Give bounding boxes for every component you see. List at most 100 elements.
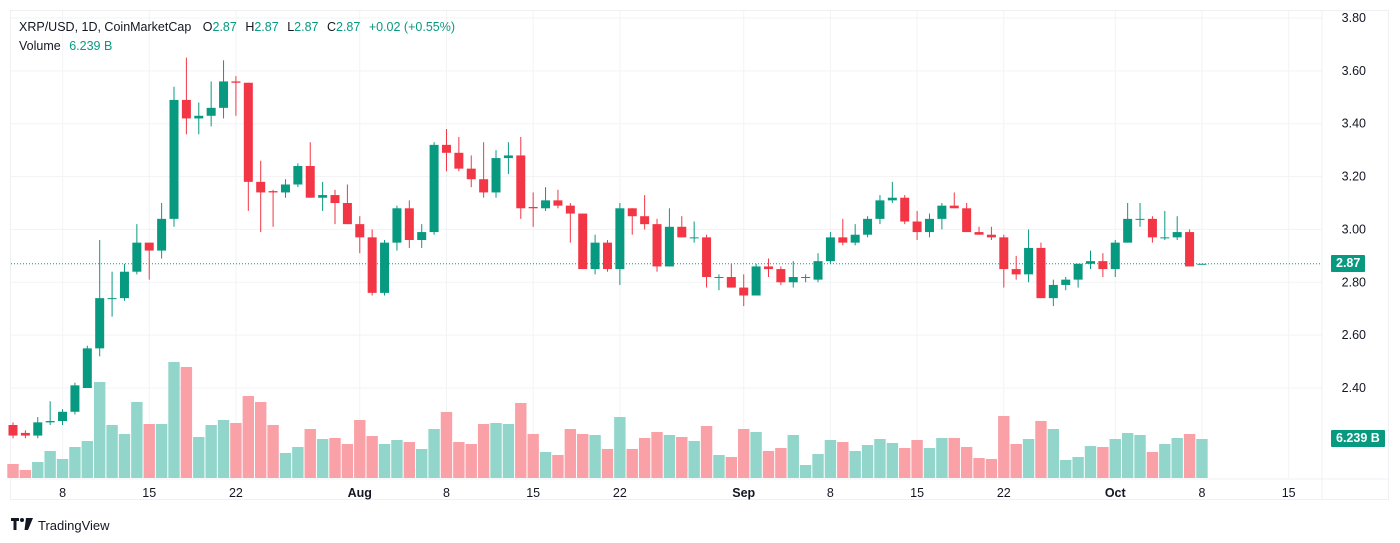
candle	[689, 221, 699, 243]
candle-body	[280, 184, 290, 193]
candle	[937, 203, 947, 230]
last-price-tag: 2.87	[1331, 255, 1366, 272]
candle-body	[578, 213, 588, 270]
candle-body	[602, 242, 612, 270]
candle-body	[70, 385, 80, 412]
candle	[1197, 263, 1207, 265]
candle	[516, 136, 526, 219]
candle-body	[838, 237, 848, 243]
volume-bar	[131, 401, 143, 478]
candle	[243, 82, 253, 211]
volume-bar	[1010, 443, 1022, 478]
volume-bar	[316, 438, 329, 478]
candle	[702, 234, 712, 288]
volume-bar	[81, 440, 94, 478]
candle-body	[95, 298, 105, 349]
price-tick-label: 3.60	[1342, 64, 1366, 78]
candle-body	[355, 224, 365, 238]
candle	[1048, 279, 1058, 307]
candle	[751, 263, 761, 296]
volume-bar	[1146, 451, 1159, 478]
volume-bar	[1183, 433, 1196, 478]
candle	[392, 205, 402, 251]
price-tick-label: 3.00	[1342, 222, 1366, 236]
candle-body	[466, 168, 476, 180]
volume-bar	[1196, 439, 1208, 478]
volume-bar	[589, 434, 601, 478]
candle	[33, 417, 43, 439]
candle	[293, 163, 303, 188]
candle	[503, 142, 513, 174]
candle-body	[850, 234, 860, 243]
candle-body	[318, 195, 328, 198]
candle	[1024, 229, 1034, 283]
candle-body	[157, 218, 167, 251]
candle	[863, 216, 873, 238]
candle-body	[875, 200, 885, 219]
candle-body	[640, 216, 650, 225]
legend-high-label: H	[245, 20, 255, 34]
tradingview-brand[interactable]: TradingView	[11, 517, 110, 533]
candle	[974, 226, 984, 235]
tradingview-label: TradingView	[38, 517, 110, 533]
volume-bar	[539, 451, 552, 478]
volume-bar	[948, 437, 960, 478]
candle-body	[763, 266, 773, 270]
candle-body	[541, 200, 551, 209]
volume-bar	[143, 423, 155, 478]
candle	[528, 192, 538, 227]
volume-bar	[515, 402, 527, 478]
price-tick-label: 2.40	[1342, 381, 1366, 395]
candle	[578, 213, 588, 270]
candle-body	[1135, 218, 1145, 220]
candle-body	[45, 421, 55, 423]
candle	[838, 218, 848, 246]
volume-bars	[7, 361, 1208, 478]
volume-bar	[638, 437, 651, 478]
volume-bar	[861, 444, 874, 478]
grid	[11, 11, 1389, 500]
volume-bar	[626, 448, 638, 478]
candle	[1185, 229, 1195, 267]
candle-body	[268, 191, 278, 193]
candle	[912, 210, 922, 240]
candle	[169, 86, 179, 227]
volume-bar	[713, 454, 725, 478]
volume-bar	[552, 454, 564, 478]
candle	[45, 401, 55, 425]
volume-bar	[19, 469, 32, 478]
candle-body	[986, 234, 996, 238]
candle	[1135, 203, 1145, 227]
volume-bar	[577, 433, 589, 478]
volume-bar	[1097, 446, 1109, 478]
candle	[20, 430, 30, 439]
volume-bar	[1121, 432, 1134, 478]
candle	[367, 229, 377, 296]
candle-body	[1036, 247, 1046, 299]
time-axis: 8 15 22 Aug 8 15 22 Sep 8 15 22 Oct 8 15	[59, 486, 1296, 500]
candle	[1123, 203, 1133, 243]
volume-bar	[502, 423, 515, 478]
candle	[850, 224, 860, 246]
volume-bar	[614, 416, 626, 478]
volume-bar	[354, 419, 366, 478]
chart-frame	[10, 10, 1389, 500]
candle-body	[243, 82, 253, 182]
volume-bar	[738, 428, 750, 478]
volume-bar	[762, 450, 775, 478]
candle	[132, 224, 142, 275]
candle-body	[863, 218, 873, 235]
volume-bar	[453, 441, 465, 478]
candle-body	[194, 115, 204, 119]
candle	[986, 226, 996, 240]
candle-body	[1172, 232, 1182, 238]
volume-bar	[329, 437, 341, 478]
candle	[664, 208, 674, 267]
candle	[714, 274, 724, 291]
volume-bar	[193, 436, 205, 478]
volume-bar	[651, 431, 663, 478]
volume-bar	[787, 434, 799, 478]
candle-body	[1011, 269, 1021, 275]
candle	[553, 189, 563, 209]
